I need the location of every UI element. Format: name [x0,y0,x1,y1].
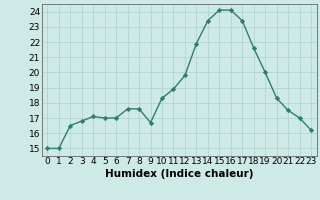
X-axis label: Humidex (Indice chaleur): Humidex (Indice chaleur) [105,169,253,179]
